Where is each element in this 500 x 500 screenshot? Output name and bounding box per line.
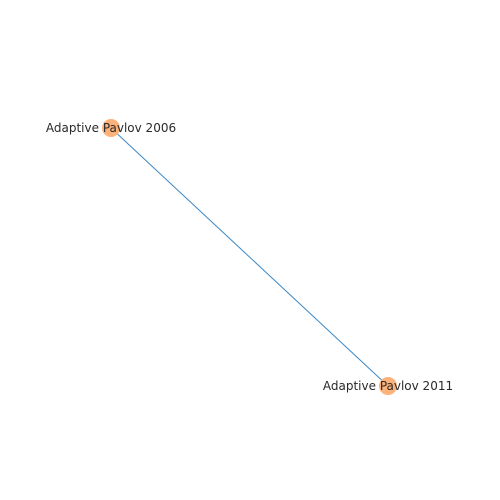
graph-node-adaptive-pavlov-2006[interactable] xyxy=(102,119,120,137)
node-label-adaptive-pavlov-2011: Adaptive Pavlov 2011 xyxy=(323,379,453,393)
graph-node-adaptive-pavlov-2011[interactable] xyxy=(379,377,397,395)
graph-edge xyxy=(110,127,389,387)
node-label-adaptive-pavlov-2006: Adaptive Pavlov 2006 xyxy=(46,121,176,135)
